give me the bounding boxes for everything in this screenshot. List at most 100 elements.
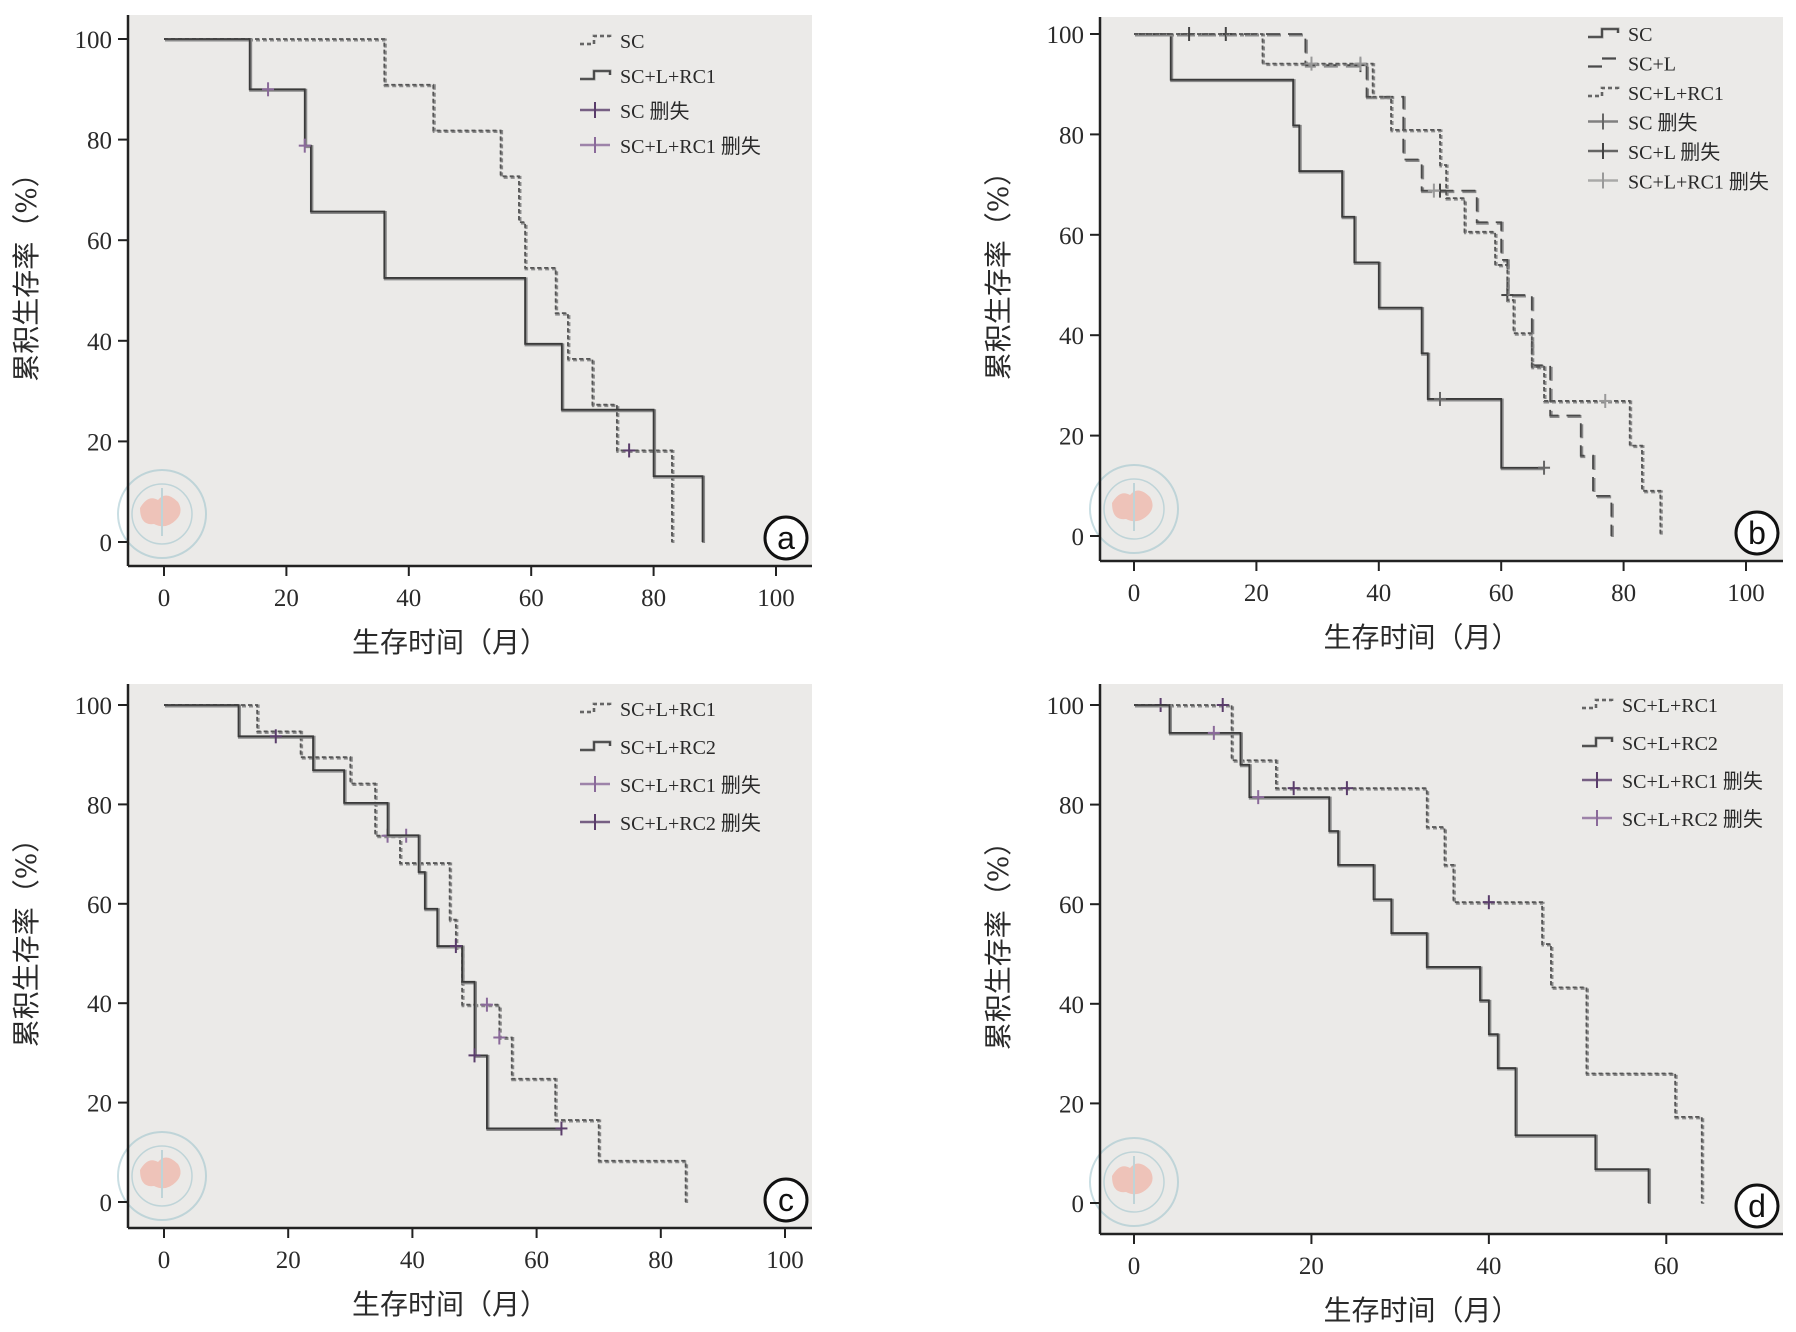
survival-curve [1134, 704, 1650, 1203]
panel-a: 0 20 40 60 80 100 0 20 40 60 80 100 生存时间（月） 累积生存率（%） S… [10, 15, 812, 659]
series-sc-l-rc1 [164, 38, 706, 543]
legend-item: SC 删失 [580, 100, 689, 123]
x-tick-label: 0 [158, 1247, 171, 1274]
legend-line-swatch [1582, 699, 1613, 709]
legend-line-swatch [1588, 87, 1619, 97]
watermark-inner-ring [1103, 478, 1165, 540]
watermark-outer-ring [1089, 1137, 1179, 1227]
x-tick-label: 0 [1128, 580, 1141, 607]
legend-label: SC+L+RC1 删失 [1628, 171, 1769, 194]
x-axis-title: 生存时间（月） [352, 1288, 548, 1321]
series-sc-l-rc2 [164, 704, 568, 1136]
plot-area [1100, 684, 1783, 1234]
y-tick-label: 40 [87, 329, 112, 356]
legend-item: SC [1588, 24, 1652, 46]
survival-curve [1134, 33, 1545, 469]
y-tick-label: 20 [87, 1091, 112, 1118]
watermark-map-icon [1112, 1163, 1153, 1195]
y-tick-label: 40 [1059, 323, 1084, 350]
panel-label-circle [763, 515, 809, 561]
legend-label: SC+L+RC1 [620, 66, 716, 88]
legend-line-swatch [580, 70, 611, 80]
x-tick-label: 40 [1476, 1253, 1501, 1280]
x-tick-label: 20 [276, 1247, 301, 1274]
survival-curve-shadow [1135, 704, 1705, 1204]
watermark-outer-ring [117, 1131, 207, 1221]
legend-label: SC+L [1628, 54, 1676, 76]
y-tick-label: 60 [1059, 223, 1084, 250]
y-tick-label: 80 [87, 128, 112, 155]
survival-curve [1134, 33, 1662, 536]
y-tick-label: 80 [1059, 122, 1084, 149]
series-sc-l-rc1 [1134, 33, 1663, 537]
series-sc [1134, 33, 1551, 475]
legend-item: SC+L+RC1 删失 [1588, 171, 1769, 194]
panel-label: d [1748, 1188, 1766, 1224]
y-tick-label: 20 [1059, 1091, 1084, 1118]
survival-curve-shadow [1135, 33, 1614, 537]
y-tick-label: 40 [87, 991, 112, 1018]
y-tick-label: 80 [1059, 793, 1084, 820]
legend-label: SC [620, 31, 644, 53]
legend-item: SC+L+RC1 删失 [580, 135, 761, 158]
legend-label: SC+L 删失 [1628, 141, 1720, 164]
x-tick-label: 80 [1611, 580, 1636, 607]
watermark-seal-icon [1089, 464, 1179, 554]
x-tick-label: 0 [1128, 1253, 1141, 1280]
x-tick-label: 100 [757, 585, 795, 612]
legend-label: SC 删失 [620, 100, 689, 123]
survival-curve-shadow [1135, 33, 1663, 537]
legend-label: SC 删失 [1628, 112, 1697, 135]
legend-item: SC+L+RC1 [1582, 695, 1718, 717]
y-tick-label: 100 [1047, 22, 1085, 49]
survival-curve-shadow [1135, 33, 1546, 471]
watermark-seal-icon [117, 469, 207, 559]
y-axis-title: 累积生存率（%） [982, 828, 1015, 1051]
y-tick-label: 100 [75, 693, 113, 720]
panel-label-circle [763, 1177, 809, 1223]
legend-label: SC+L+RC1 [620, 699, 716, 721]
legend-label: SC+L+RC1 删失 [620, 135, 761, 158]
x-tick-label: 20 [1299, 1253, 1324, 1280]
survival-curve [164, 38, 704, 542]
watermark-outer-ring [1089, 464, 1179, 554]
legend-item: SC+L+RC2 [580, 737, 716, 759]
x-tick-label: 20 [1244, 580, 1269, 607]
survival-curve-shadow [1135, 704, 1652, 1204]
survival-curve [164, 704, 562, 1130]
legend-line-swatch [580, 35, 611, 45]
survival-curve [164, 704, 687, 1202]
legend-label: SC+L+RC1 [1622, 695, 1718, 717]
y-axis-title: 累积生存率（%） [10, 825, 43, 1048]
x-tick-label: 40 [396, 585, 421, 612]
legend-item: SC+L 删失 [1588, 141, 1720, 164]
legend-item: SC+L+RC1 [580, 66, 716, 88]
legend-label: SC [1628, 24, 1652, 46]
survival-curve [1134, 33, 1613, 536]
legend-label: SC+L+RC2 删失 [620, 812, 761, 835]
legend-item: SC 删失 [1588, 112, 1697, 135]
series-sc [164, 38, 675, 543]
y-tick-label: 100 [75, 27, 113, 54]
y-tick-label: 20 [87, 429, 112, 456]
x-tick-label: 80 [641, 585, 666, 612]
legend-label: SC+L+RC1 删失 [620, 774, 761, 797]
watermark-seal-icon [1089, 1137, 1179, 1227]
y-tick-label: 80 [87, 792, 112, 819]
panel-label: a [777, 520, 795, 556]
x-tick-label: 40 [400, 1247, 425, 1274]
y-tick-label: 0 [100, 530, 113, 557]
watermark-map-icon [1112, 490, 1153, 522]
legend-item: SC+L+RC1 [580, 699, 716, 721]
watermark-map-icon [140, 495, 181, 527]
x-axis-title: 生存时间（月） [1323, 1294, 1519, 1327]
legend-item: SC+L+RC1 删失 [580, 774, 761, 797]
x-tick-label: 20 [274, 585, 299, 612]
legend-item: SC+L+RC2 [1582, 733, 1718, 755]
x-tick-label: 100 [1727, 580, 1765, 607]
y-tick-label: 0 [100, 1190, 113, 1217]
panel-label: b [1748, 515, 1766, 551]
watermark-map-icon [140, 1157, 181, 1189]
x-tick-label: 60 [524, 1247, 549, 1274]
